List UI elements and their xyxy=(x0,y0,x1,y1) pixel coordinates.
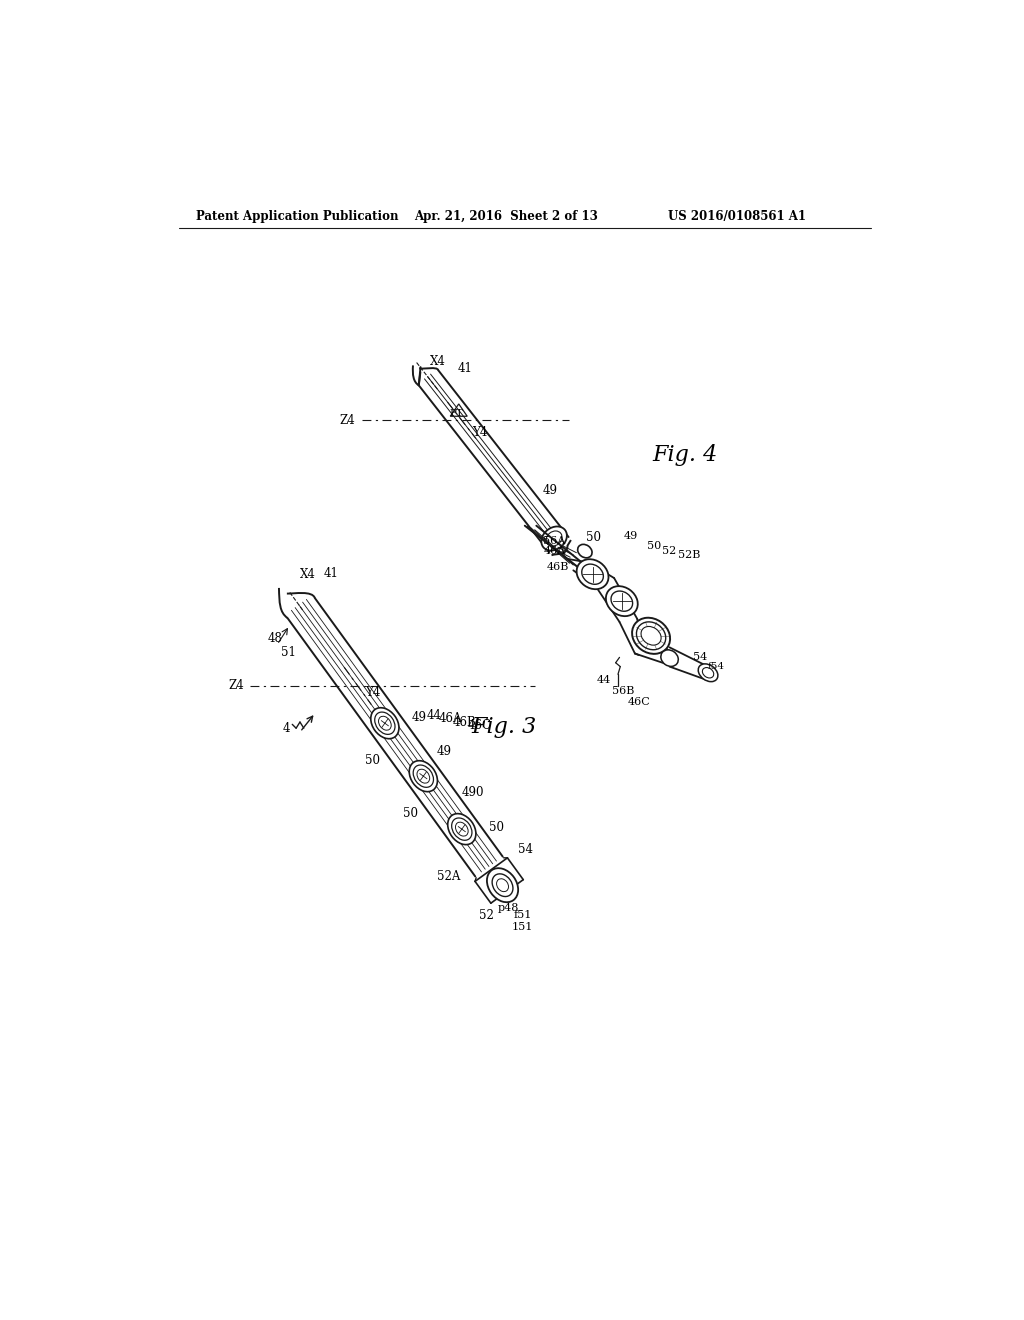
Text: Y4: Y4 xyxy=(472,426,487,438)
Text: X4: X4 xyxy=(300,569,315,581)
Text: 49: 49 xyxy=(436,746,452,759)
Text: 50: 50 xyxy=(647,541,662,550)
Ellipse shape xyxy=(582,564,603,585)
Text: 46A: 46A xyxy=(438,713,462,725)
Ellipse shape xyxy=(414,766,433,787)
Text: f51: f51 xyxy=(513,911,531,920)
Text: Fig. 3: Fig. 3 xyxy=(471,717,537,738)
Ellipse shape xyxy=(606,586,638,616)
Text: 50: 50 xyxy=(403,808,418,820)
Text: 490: 490 xyxy=(462,785,484,799)
Ellipse shape xyxy=(452,818,472,841)
Text: 44: 44 xyxy=(427,709,442,722)
Text: 50: 50 xyxy=(488,821,504,834)
Text: 52: 52 xyxy=(663,546,677,556)
Text: p48: p48 xyxy=(498,903,519,912)
Text: 54: 54 xyxy=(693,652,708,663)
Ellipse shape xyxy=(637,622,666,649)
Text: 51: 51 xyxy=(281,647,295,659)
Text: Apr. 21, 2016  Sheet 2 of 13: Apr. 21, 2016 Sheet 2 of 13 xyxy=(414,210,598,223)
Ellipse shape xyxy=(641,627,662,645)
Text: Patent Application Publication: Patent Application Publication xyxy=(196,210,398,223)
Ellipse shape xyxy=(660,649,678,667)
Text: 54: 54 xyxy=(518,842,534,855)
Text: 52B: 52B xyxy=(678,550,700,560)
Text: 56B: 56B xyxy=(612,686,635,696)
Ellipse shape xyxy=(379,717,391,730)
Ellipse shape xyxy=(417,770,430,783)
Ellipse shape xyxy=(410,760,437,792)
Text: 46B: 46B xyxy=(547,561,569,572)
Ellipse shape xyxy=(542,527,567,550)
Text: 56A: 56A xyxy=(544,536,565,546)
Text: 151: 151 xyxy=(512,921,532,932)
Ellipse shape xyxy=(447,813,476,845)
Ellipse shape xyxy=(577,560,608,589)
Text: 46C: 46C xyxy=(468,719,492,733)
Text: Y4: Y4 xyxy=(366,686,381,700)
Text: 44: 44 xyxy=(597,676,611,685)
Ellipse shape xyxy=(487,869,518,902)
Ellipse shape xyxy=(456,822,468,836)
Ellipse shape xyxy=(611,591,633,611)
Text: 46B: 46B xyxy=(453,715,477,729)
Text: 4: 4 xyxy=(283,722,291,735)
Text: f54: f54 xyxy=(708,663,724,671)
Ellipse shape xyxy=(698,664,718,681)
Text: 41: 41 xyxy=(325,568,339,579)
Ellipse shape xyxy=(371,708,399,739)
Ellipse shape xyxy=(578,544,592,558)
Text: 50: 50 xyxy=(365,755,380,767)
Text: Z4: Z4 xyxy=(228,680,244,693)
Text: 52: 52 xyxy=(479,909,495,923)
Text: 41: 41 xyxy=(458,362,472,375)
Text: 48: 48 xyxy=(267,632,283,645)
Text: 49: 49 xyxy=(412,711,426,725)
Text: 50: 50 xyxy=(586,531,601,544)
Text: 52A: 52A xyxy=(437,870,461,883)
Text: US 2016/0108561 A1: US 2016/0108561 A1 xyxy=(668,210,806,223)
Text: Fig. 4: Fig. 4 xyxy=(652,444,718,466)
Text: 49: 49 xyxy=(624,531,638,541)
Text: Z4: Z4 xyxy=(340,413,355,426)
Ellipse shape xyxy=(375,711,395,734)
Text: 49: 49 xyxy=(543,484,558,498)
Text: X4: X4 xyxy=(430,355,446,368)
Ellipse shape xyxy=(632,618,670,653)
Text: 46A: 46A xyxy=(544,546,565,556)
Text: PT: PT xyxy=(450,409,464,417)
Text: 46C: 46C xyxy=(628,697,650,708)
Ellipse shape xyxy=(493,874,513,896)
